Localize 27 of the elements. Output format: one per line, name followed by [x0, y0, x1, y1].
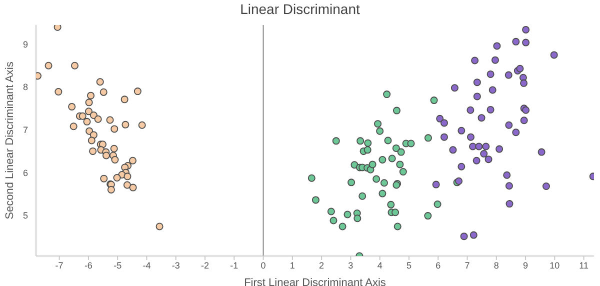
x-tick-label: -7	[55, 260, 64, 270]
x-tick-label: 6	[436, 260, 441, 270]
x-tick-label: 8	[494, 260, 499, 270]
x-tick-label: 9	[523, 260, 528, 270]
y-tick-label: 8	[22, 82, 28, 92]
y-tick-label: 5	[22, 210, 28, 221]
x-tick-label: -4	[142, 260, 151, 270]
y-tick-label: 7	[22, 125, 28, 135]
y-tick-label: 9	[22, 39, 28, 50]
x-tick-label: 0	[260, 260, 266, 270]
x-tick-label: 5	[406, 260, 412, 270]
x-tick-label: 4	[377, 260, 382, 270]
chart-title: Linear Discriminant	[239, 1, 361, 17]
y-tick-label: 6	[22, 168, 28, 178]
x-tick-label: -3	[172, 260, 180, 270]
x-tick-label: 3	[348, 260, 354, 270]
x-tick-label: -5	[114, 260, 122, 270]
x-tick-label: -6	[84, 260, 92, 270]
x-tick-label: 7	[464, 260, 470, 270]
x-tick-label: 11	[579, 260, 588, 270]
x-tick-label: 10	[550, 260, 560, 270]
y-axis-title: Second Linear Discriminant Axis	[4, 61, 16, 220]
x-tick-label: 2	[319, 260, 324, 270]
x-tick-label: 1	[290, 260, 295, 270]
x-axis-title: First Linear Discriminant Axis	[244, 277, 386, 286]
x-tick-label: -1	[230, 260, 238, 270]
x-tick-label: -2	[200, 260, 210, 270]
